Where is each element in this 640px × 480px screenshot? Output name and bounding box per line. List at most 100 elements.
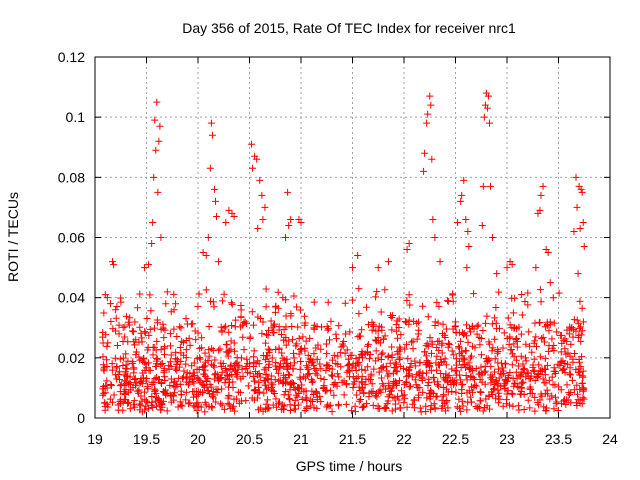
x-tick-label: 19 <box>87 431 103 447</box>
data-point <box>504 387 512 395</box>
data-point <box>444 378 452 386</box>
data-point <box>483 312 491 320</box>
data-point <box>531 376 539 384</box>
data-point <box>146 325 154 333</box>
data-point <box>424 379 432 387</box>
data-point <box>274 369 282 377</box>
data-point <box>543 386 551 394</box>
data-point <box>125 321 133 329</box>
data-point <box>131 318 139 326</box>
data-point <box>327 317 335 325</box>
data-point <box>403 341 411 349</box>
data-point <box>344 355 352 363</box>
data-point <box>303 394 311 402</box>
data-point <box>403 372 411 380</box>
data-point <box>200 363 208 371</box>
data-point <box>309 397 317 405</box>
data-point <box>407 338 415 346</box>
data-point <box>201 372 209 380</box>
data-point <box>332 360 340 368</box>
data-point <box>563 381 571 389</box>
data-point <box>341 349 349 357</box>
x-axis-title: GPS time / hours <box>296 458 403 474</box>
data-point <box>213 371 221 379</box>
data-point <box>416 359 424 367</box>
data-point <box>239 333 247 341</box>
data-point <box>323 362 331 370</box>
data-point <box>526 342 534 350</box>
data-point <box>364 340 372 348</box>
data-point <box>269 387 277 395</box>
data-point <box>479 182 487 190</box>
data-point <box>207 119 215 127</box>
data-point <box>322 340 330 348</box>
data-point <box>427 101 435 109</box>
data-point <box>483 104 491 112</box>
data-point <box>294 401 302 409</box>
data-point <box>429 373 437 381</box>
data-point <box>435 382 443 390</box>
data-point <box>186 399 194 407</box>
data-point <box>262 400 270 408</box>
data-point <box>388 387 396 395</box>
data-point <box>489 234 497 241</box>
data-point <box>501 360 509 368</box>
data-point <box>123 372 131 380</box>
data-point <box>510 352 518 360</box>
data-point <box>170 290 178 298</box>
data-point <box>124 338 132 346</box>
data-point <box>531 407 539 415</box>
data-point <box>335 373 343 381</box>
data-point <box>540 403 548 411</box>
data-point <box>275 323 283 331</box>
data-point <box>212 197 220 205</box>
data-point <box>507 346 515 354</box>
data-point <box>503 264 511 272</box>
data-point <box>148 392 156 400</box>
data-point <box>213 388 221 396</box>
data-point <box>225 328 233 336</box>
data-point <box>143 314 151 322</box>
data-point <box>561 359 569 367</box>
data-point <box>285 370 293 378</box>
data-point <box>144 346 152 354</box>
data-point <box>503 390 511 398</box>
data-point <box>412 381 420 389</box>
data-point <box>312 344 320 352</box>
data-point <box>310 404 318 412</box>
data-point <box>250 396 258 404</box>
data-point <box>465 359 473 367</box>
data-point <box>529 366 537 374</box>
data-point <box>411 376 419 384</box>
data-point <box>144 359 152 367</box>
data-point <box>183 320 191 328</box>
data-point <box>375 388 383 396</box>
data-point <box>296 306 304 314</box>
data-point <box>225 392 233 400</box>
data-point <box>445 341 453 349</box>
data-point <box>465 387 473 395</box>
data-point <box>222 322 230 330</box>
data-point <box>177 387 185 395</box>
data-point <box>358 373 366 381</box>
data-point <box>461 364 469 372</box>
data-point <box>346 328 354 336</box>
data-point <box>126 405 134 413</box>
data-point <box>177 349 185 357</box>
data-point <box>483 402 491 410</box>
x-tick-label: 24 <box>602 431 618 447</box>
data-point <box>332 335 340 343</box>
data-point <box>267 317 275 325</box>
data-point <box>524 396 532 404</box>
data-point <box>138 334 146 342</box>
data-point <box>548 335 556 343</box>
data-point <box>167 351 175 359</box>
data-point <box>379 349 387 357</box>
data-point <box>358 403 366 411</box>
data-point <box>544 347 552 355</box>
data-point <box>530 368 538 376</box>
data-point <box>264 345 272 353</box>
data-point <box>151 386 159 394</box>
data-point <box>135 386 143 394</box>
data-point <box>217 362 225 370</box>
